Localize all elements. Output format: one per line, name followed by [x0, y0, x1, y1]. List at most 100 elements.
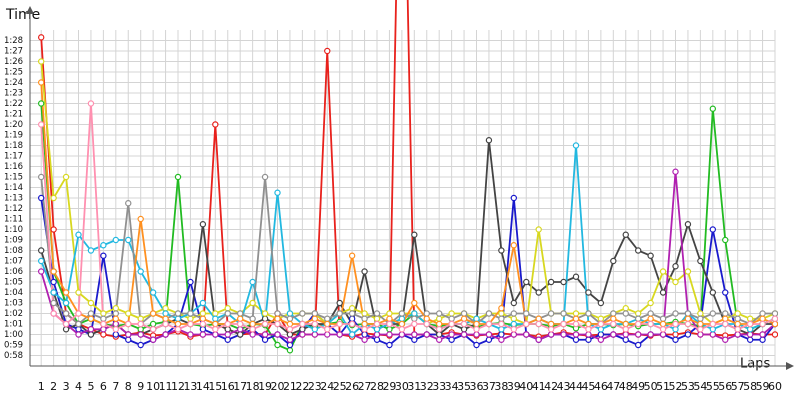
x-tick-label: 5	[87, 380, 94, 393]
data-point	[411, 331, 418, 338]
data-point	[684, 331, 692, 338]
data-point	[498, 320, 505, 328]
data-point	[236, 315, 244, 322]
data-point	[473, 320, 480, 328]
data-point	[597, 336, 605, 343]
data-point	[311, 326, 319, 333]
data-point	[510, 299, 518, 307]
data-point	[771, 315, 778, 322]
x-tick-label: 2	[50, 380, 57, 393]
data-point	[473, 326, 480, 333]
data-point	[572, 310, 580, 317]
data-point	[199, 315, 207, 322]
data-point	[361, 310, 368, 317]
data-point	[299, 331, 306, 338]
data-point	[224, 331, 231, 338]
data-point	[759, 315, 766, 322]
data-point	[212, 315, 219, 322]
y-tick-label: 1:26	[4, 57, 23, 67]
data-point	[597, 299, 605, 307]
data-point	[286, 315, 294, 322]
data-point	[510, 326, 518, 333]
data-point	[174, 310, 182, 317]
data-point	[348, 310, 356, 317]
data-point	[634, 331, 642, 338]
data-point	[100, 242, 107, 249]
data-point	[37, 121, 45, 128]
x-tick-label: 11	[159, 380, 173, 393]
data-point	[274, 341, 281, 349]
data-point	[249, 315, 256, 322]
data-point	[286, 320, 294, 328]
data-point	[100, 320, 107, 328]
data-point	[697, 315, 704, 322]
data-point	[199, 221, 207, 228]
data-point	[137, 331, 144, 338]
data-point	[249, 278, 256, 286]
data-point	[709, 226, 717, 233]
data-point	[560, 320, 567, 328]
y-tick-label: 1:08	[4, 246, 23, 256]
data-point	[510, 242, 518, 249]
data-point	[62, 289, 70, 296]
data-point	[523, 320, 530, 328]
data-point	[734, 331, 741, 338]
data-point	[286, 331, 294, 338]
data-point	[112, 326, 120, 333]
data-point	[125, 320, 132, 328]
data-point	[75, 310, 82, 317]
data-point	[112, 331, 120, 338]
x-tick-label: 53	[681, 380, 695, 393]
data-point	[560, 331, 567, 338]
x-tick-label: 56	[718, 380, 732, 393]
data-point	[324, 47, 331, 55]
data-point	[162, 305, 169, 312]
y-tick-label: 1:18	[4, 141, 23, 151]
data-point	[473, 331, 480, 338]
data-point	[672, 263, 679, 270]
data-point	[485, 320, 493, 328]
x-tick-label: 23	[308, 380, 322, 393]
data-point	[336, 320, 343, 328]
x-tick-label: 48	[619, 380, 633, 393]
data-point	[697, 320, 704, 328]
data-point	[162, 320, 169, 328]
data-point	[659, 315, 667, 322]
data-point	[62, 299, 70, 307]
y-tick-label: 1:05	[4, 278, 23, 288]
data-point	[187, 315, 194, 322]
data-point	[398, 320, 406, 328]
x-tick-label: 30	[395, 380, 409, 393]
data-point	[100, 310, 107, 317]
data-point	[498, 305, 505, 312]
x-tick-label: 28	[370, 380, 384, 393]
data-point	[149, 320, 157, 328]
data-point	[299, 320, 306, 328]
data-point	[137, 215, 144, 223]
y-tick-label: 1:09	[4, 236, 23, 246]
x-tick-label: 24	[320, 380, 334, 393]
data-point	[572, 320, 580, 328]
data-point	[386, 341, 393, 349]
data-point	[125, 336, 132, 343]
data-point	[709, 289, 717, 296]
data-point	[771, 320, 778, 328]
data-point	[684, 221, 692, 228]
data-point	[50, 278, 57, 286]
x-tick-label: 6	[100, 380, 107, 393]
data-point	[199, 310, 207, 317]
data-point	[112, 305, 120, 312]
data-point	[435, 315, 443, 322]
data-point	[112, 320, 120, 328]
data-point	[448, 315, 455, 322]
data-point	[460, 315, 468, 322]
data-point	[373, 331, 381, 338]
data-point	[498, 310, 505, 317]
x-tick-label: 17	[233, 380, 247, 393]
data-point	[435, 336, 443, 343]
data-point	[324, 315, 331, 322]
data-point	[411, 299, 418, 307]
data-point	[212, 331, 219, 338]
data-point	[560, 310, 567, 317]
x-tick-label: 57	[731, 380, 745, 393]
